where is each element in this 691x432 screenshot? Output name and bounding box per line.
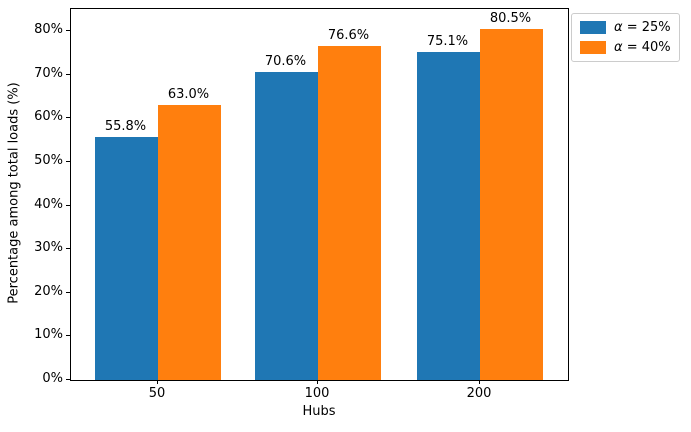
legend-item: α = 25%	[580, 20, 671, 35]
y-tick-mark	[66, 160, 70, 162]
bar-value-label: 75.1%	[426, 34, 469, 50]
x-tick-mark	[317, 380, 318, 384]
bar-value-label: 55.8%	[104, 118, 147, 134]
bar-40-100	[318, 45, 381, 380]
legend-item: α = 40%	[580, 40, 671, 55]
y-tick-mark	[66, 248, 70, 250]
legend-label-text: = 25%	[622, 20, 671, 35]
x-tick-label: 200	[466, 386, 492, 401]
y-tick-label: 80%	[34, 22, 63, 38]
y-tick-mark	[66, 335, 70, 337]
y-tick-mark	[66, 291, 70, 293]
y-tick-mark	[66, 30, 70, 32]
x-tick-label: 100	[304, 386, 330, 401]
bar-25-50	[95, 136, 158, 380]
y-tick-label: 0%	[42, 371, 63, 386]
bar-value-label: 70.6%	[264, 54, 307, 70]
x-tick-mark	[157, 380, 158, 384]
y-tick-label: 10%	[34, 327, 63, 343]
x-tick-label: 50	[148, 386, 166, 401]
y-tick-label: 50%	[34, 152, 63, 168]
y-tick-mark	[66, 117, 70, 119]
bar-25-200	[417, 52, 480, 380]
bar-40-50	[158, 105, 221, 380]
bar-value-label: 76.6%	[327, 27, 370, 43]
legend: α = 25% α = 40%	[571, 13, 680, 62]
legend-label-text: = 40%	[622, 40, 671, 55]
legend-label: α = 25%	[614, 20, 671, 35]
x-axis-label: Hubs	[302, 404, 336, 419]
legend-swatch	[580, 21, 606, 34]
y-tick-mark	[66, 73, 70, 75]
y-tick-label: 30%	[34, 240, 63, 256]
alpha-symbol: α	[614, 20, 623, 35]
y-tick-label: 70%	[34, 65, 63, 81]
bar-25-100	[255, 72, 318, 380]
x-tick-mark	[479, 380, 480, 384]
y-tick-label: 20%	[34, 283, 63, 299]
y-tick-label: 60%	[34, 109, 63, 125]
alpha-symbol: α	[614, 40, 623, 55]
bar-40-200	[480, 28, 543, 380]
bar-value-label: 80.5%	[489, 10, 532, 26]
y-tick-mark	[66, 379, 70, 380]
legend-swatch	[580, 41, 606, 54]
legend-label: α = 40%	[614, 40, 671, 55]
y-tick-mark	[66, 204, 70, 206]
bar-value-label: 63.0%	[167, 87, 210, 103]
y-tick-label: 40%	[34, 196, 63, 212]
plot-area	[70, 8, 569, 381]
